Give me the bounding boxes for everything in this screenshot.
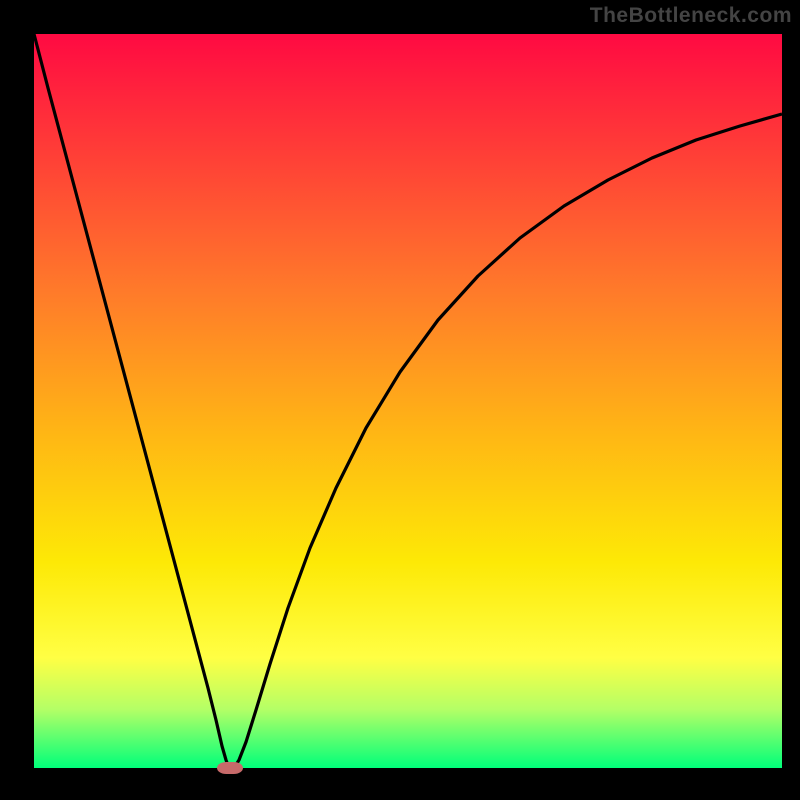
watermark-text: TheBottleneck.com (590, 4, 792, 28)
bottleneck-curve (0, 0, 800, 800)
curve-path (34, 34, 782, 768)
optimal-point-marker (217, 762, 243, 774)
